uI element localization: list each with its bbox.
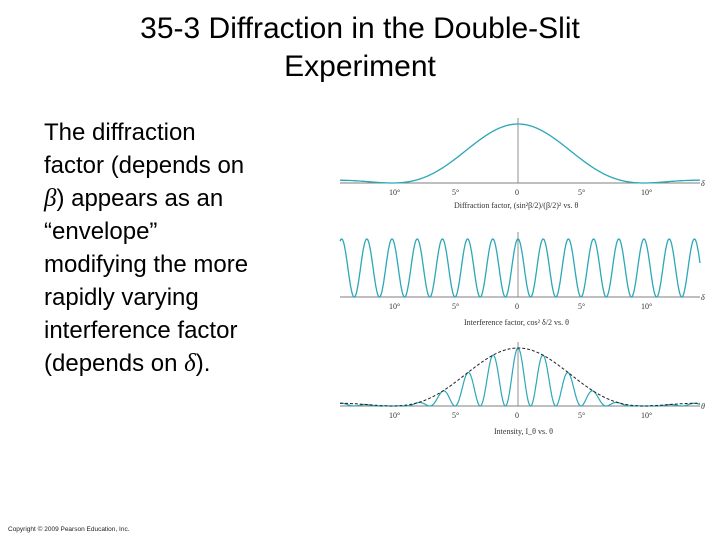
panel-diffraction-end-label: δ xyxy=(701,179,705,188)
panel-intensity-end-label: θ xyxy=(701,402,705,411)
panel-interference-tick-3: 0 xyxy=(515,302,519,311)
panel-intensity: 10° 5° 0 5° 10° θ Intensity, I_θ vs. θ xyxy=(339,342,705,436)
slide-body-text: The diffraction factor (depends on β) ap… xyxy=(44,116,334,380)
body-line-8: (depends on δ). xyxy=(44,347,334,380)
body-line-7: interference factor xyxy=(44,317,238,344)
panel-intensity-tick-3: 0 xyxy=(515,411,519,420)
slide-title: 35-3 Diffraction in the Double-Slit Expe… xyxy=(0,10,720,86)
panel-intensity-caption: Intensity, I_θ vs. θ xyxy=(494,427,553,436)
panel-diffraction-tick-1: 10° xyxy=(389,188,400,197)
panel-diffraction-tick-3: 0 xyxy=(515,188,519,197)
panel-diffraction-tick-4: 5° xyxy=(578,188,585,197)
panel-intensity-tick-2: 5° xyxy=(452,411,459,420)
body-line-3: β) appears as an xyxy=(44,182,334,215)
intensity-envelope xyxy=(340,347,700,407)
body-line-4: “envelope” xyxy=(44,218,158,245)
panel-diffraction: 10° 5° 0 5° 10° δ Diffraction factor, (s… xyxy=(340,118,705,210)
body-line-6: rapidly varying xyxy=(44,284,199,311)
panel-intensity-tick-4: 5° xyxy=(578,411,585,420)
panel-intensity-tick-1: 10° xyxy=(389,411,400,420)
body-line-2: factor (depends on xyxy=(44,152,245,179)
title-line-1: 35-3 Diffraction in the Double-Slit xyxy=(140,12,580,45)
body-line-8-pre: (depends on xyxy=(44,350,185,377)
panel-diffraction-tick-2: 5° xyxy=(452,188,459,197)
title-line-2: Experiment xyxy=(284,50,436,83)
panel-diffraction-caption: Diffraction factor, (sin²β/2)/(β/2)² vs.… xyxy=(454,201,578,210)
panel-interference-tick-4: 5° xyxy=(578,302,585,311)
body-line-5: modifying the more xyxy=(44,251,249,278)
body-line-8-post: ). xyxy=(195,350,211,377)
panel-interference-tick-2: 5° xyxy=(452,302,459,311)
panel-interference-caption: Interference factor, cos² δ/2 vs. θ xyxy=(464,318,569,327)
diffraction-curve xyxy=(340,123,700,184)
body-line-1: The diffraction xyxy=(44,119,196,146)
panel-interference-end-label: δ xyxy=(701,293,705,302)
delta-symbol: δ xyxy=(184,350,196,377)
panel-intensity-tick-5: 10° xyxy=(641,411,652,420)
panel-interference: 10° 5° 0 5° 10° δ Interference factor, c… xyxy=(339,232,705,327)
beta-symbol: β xyxy=(44,185,57,212)
panel-interference-tick-1: 10° xyxy=(389,302,400,311)
intensity-curve xyxy=(339,347,701,407)
copyright-notice: Copyright © 2009 Pearson Education, Inc. xyxy=(8,526,130,533)
body-line-3-rest: ) appears as an xyxy=(56,185,224,212)
panel-interference-tick-5: 10° xyxy=(641,302,652,311)
panel-diffraction-tick-5: 10° xyxy=(641,188,652,197)
interference-curve xyxy=(339,238,701,298)
